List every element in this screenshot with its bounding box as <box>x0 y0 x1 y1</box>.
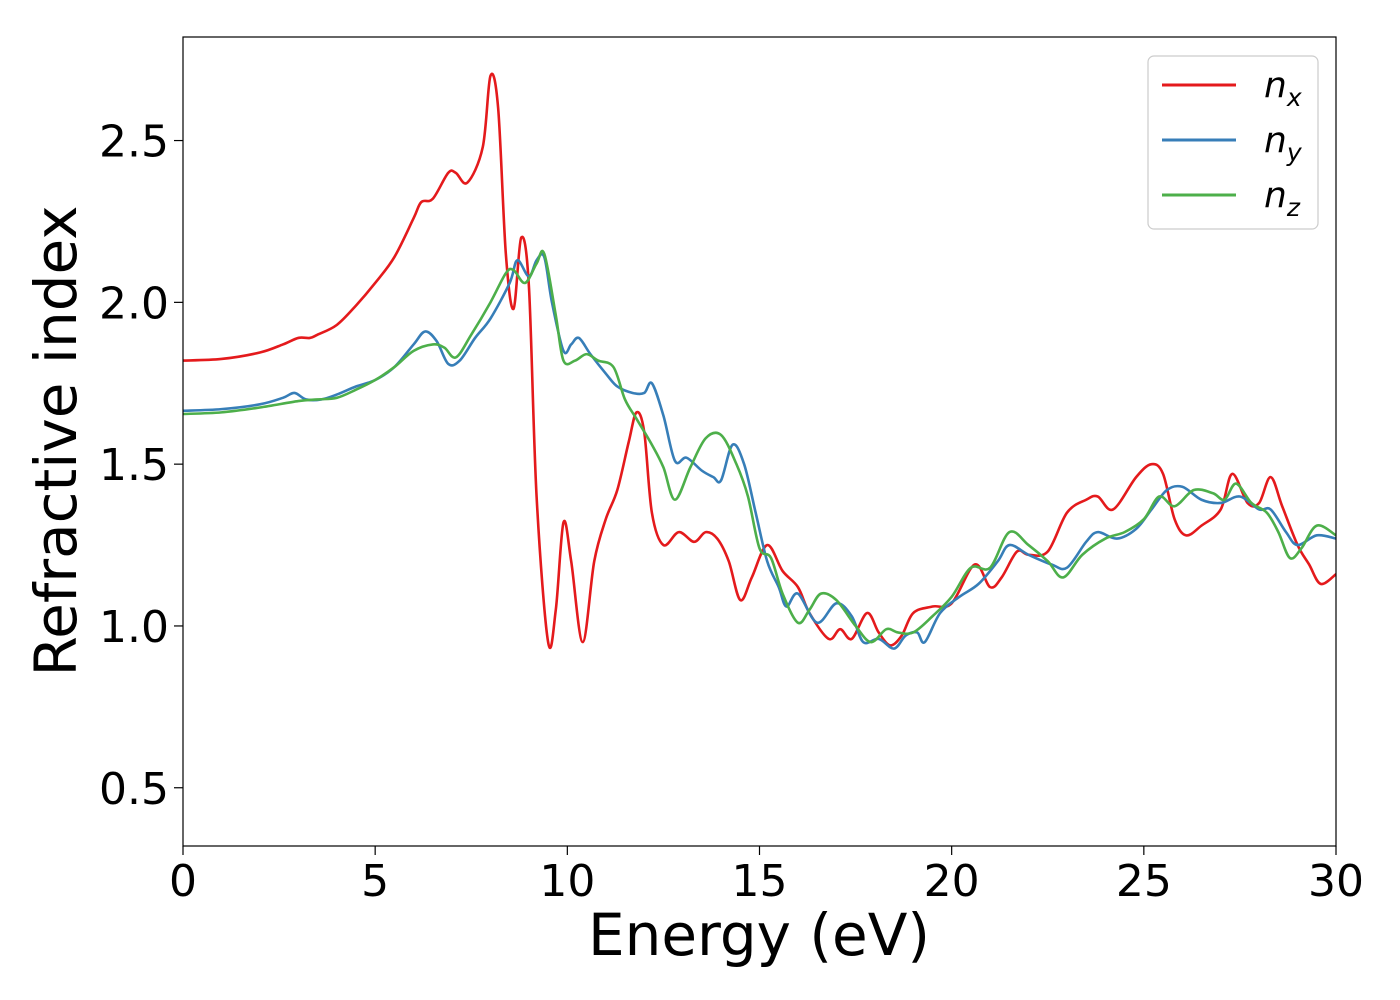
x-tick-label: 20 <box>924 856 980 907</box>
y-tick-label: 2.0 <box>99 278 169 329</box>
series-line-nz <box>183 249 1336 644</box>
series-line-ny <box>183 252 1336 650</box>
x-axis: 0 5 10 15 20 25 30 <box>169 846 1364 907</box>
x-tick-label: 25 <box>1116 856 1172 907</box>
series-line-nx <box>183 72 1336 650</box>
x-tick-label: 10 <box>539 856 595 907</box>
y-axis-title: Refractive index <box>22 205 90 676</box>
legend-label-nx: nx <box>1264 65 1302 112</box>
y-axis: 0.5 1.0 1.5 2.0 2.5 <box>99 117 183 815</box>
y-tick-label: 1.0 <box>99 602 169 653</box>
y-tick-label: 2.5 <box>99 117 169 168</box>
series-layer <box>183 72 1336 650</box>
x-tick-label: 30 <box>1308 856 1364 907</box>
x-tick-label: 5 <box>361 856 389 907</box>
legend-label-ny: ny <box>1264 120 1303 167</box>
legend-box <box>1147 55 1319 230</box>
y-tick-label: 1.5 <box>99 440 169 491</box>
x-tick-label: 0 <box>169 856 197 907</box>
x-tick-label: 15 <box>732 856 788 907</box>
y-tick-label: 0.5 <box>99 764 169 815</box>
x-axis-title: Energy (eV) <box>588 901 930 969</box>
